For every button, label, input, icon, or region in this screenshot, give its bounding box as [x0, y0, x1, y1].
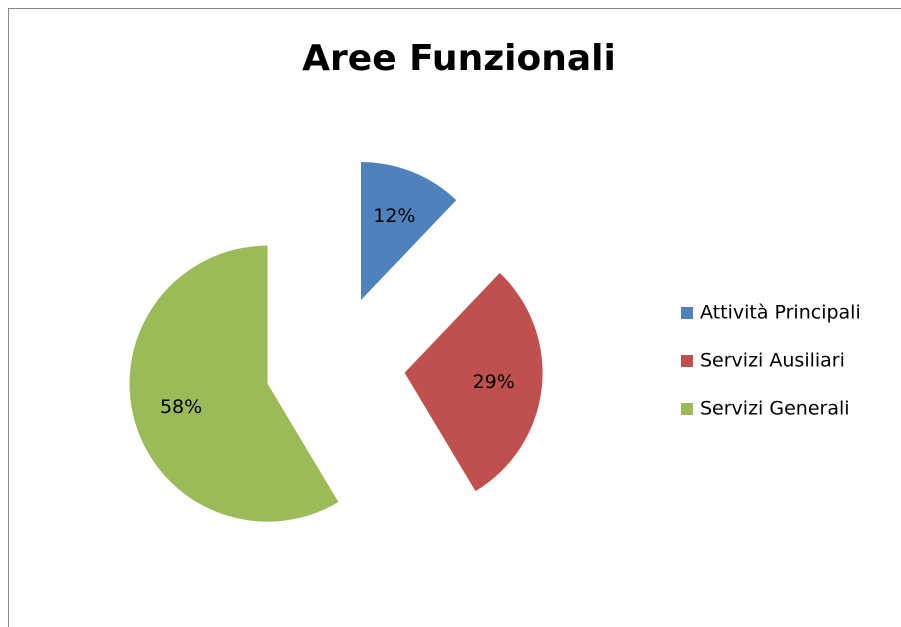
legend-label: Servizi Generali	[700, 398, 850, 420]
legend-swatch	[681, 403, 693, 415]
pie-slice	[361, 162, 457, 301]
legend-label: Servizi Ausiliari	[700, 350, 845, 372]
data-label: 58%	[160, 396, 202, 418]
legend-swatch	[681, 307, 693, 319]
pie-slice	[129, 245, 339, 522]
data-label: 12%	[373, 205, 415, 227]
chart-title: Aree Funzionali	[302, 38, 616, 79]
legend-label: Attività Principali	[700, 302, 861, 324]
pie-slice	[404, 272, 543, 492]
data-label: 29%	[473, 371, 515, 393]
legend-swatch	[681, 355, 693, 367]
